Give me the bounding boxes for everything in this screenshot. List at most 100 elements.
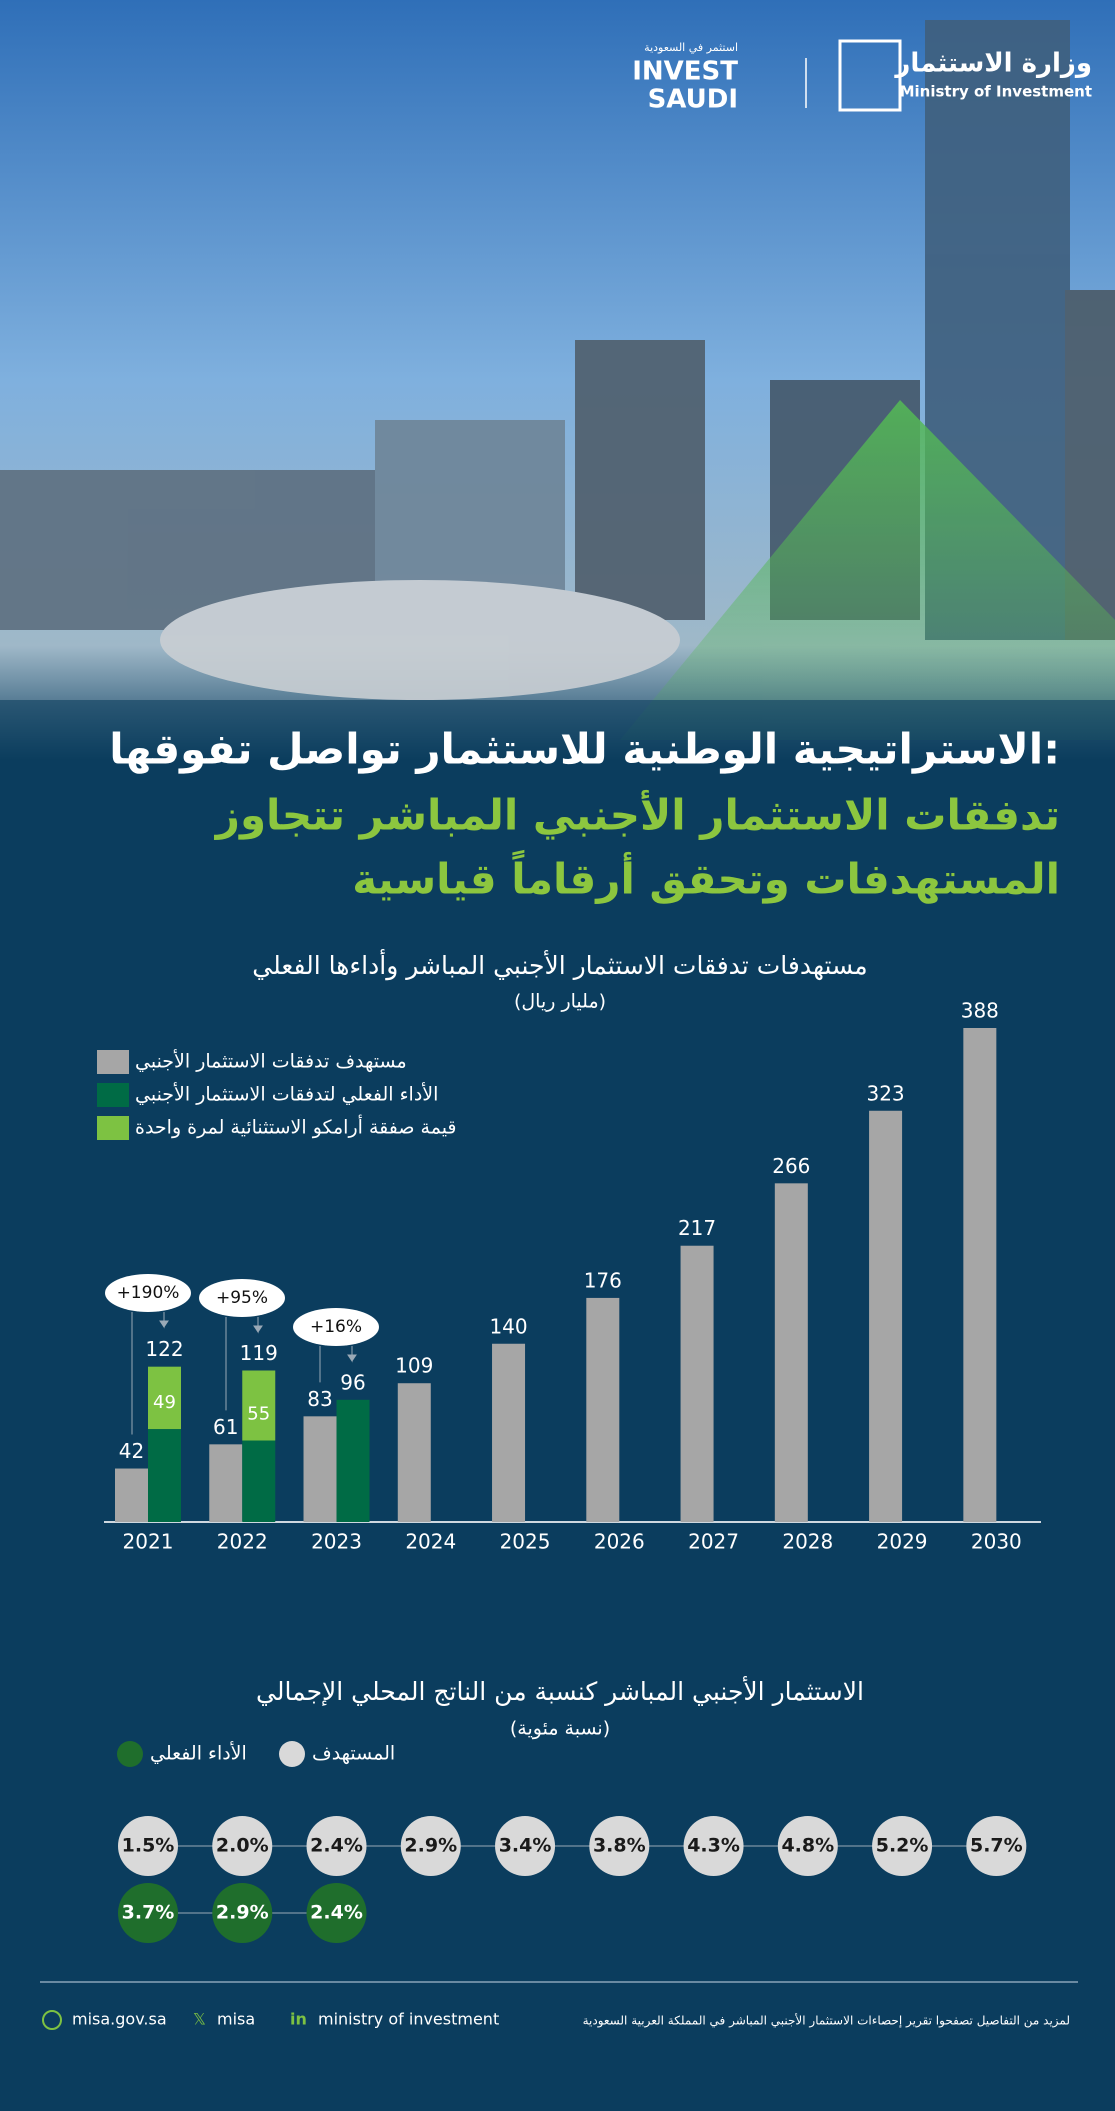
annotation-bubble: [199, 1279, 285, 1317]
dot: [118, 1883, 178, 1943]
legend-swatch: [117, 1741, 143, 1767]
annotation: +95%: [216, 1288, 268, 1308]
bar: [242, 1440, 276, 1522]
invest-logo-ar: استثمر في السعودية: [644, 41, 738, 54]
bar: [397, 1383, 431, 1522]
hero-fade: [0, 700, 1115, 760]
bar-label: 109: [395, 1354, 433, 1378]
chart-title: مستهدفات تدفقات الاستثمار الأجنبي المباش…: [252, 948, 867, 981]
x-tick-label: 2028: [782, 1530, 833, 1554]
bar: [303, 1416, 337, 1522]
invest-logo-2: SAUDI: [648, 85, 738, 115]
x-tick-label: 2026: [594, 1530, 645, 1554]
bar-label: 42: [119, 1439, 144, 1463]
legend-swatch: [279, 1741, 305, 1767]
bar: [115, 1468, 148, 1522]
bar: [209, 1444, 243, 1522]
bar: [148, 1429, 181, 1522]
x-tick-label: 2022: [217, 1530, 268, 1554]
dot-label: 4.8%: [781, 1835, 834, 1857]
dot-label: 2.9%: [404, 1835, 457, 1857]
buildings: [0, 20, 1115, 740]
x-tick-label: 2029: [877, 1530, 928, 1554]
legend-label: مستهدف تدفقات الاستثمار الأجنبي: [135, 1050, 407, 1073]
bar-label: 217: [678, 1216, 716, 1240]
in-icon: in: [290, 2010, 307, 2029]
bar-label: 61: [213, 1415, 238, 1439]
dot-label: 4.3%: [687, 1835, 740, 1857]
bar: [963, 1028, 997, 1522]
legend-label: قيمة صفقة أرامكو الاستثنائية لمرة واحدة: [135, 1115, 457, 1139]
chart-subtitle: (مليار ريال): [514, 991, 606, 1013]
logos: استثمر في السعودية INVEST SAUDI وزارة ال…: [632, 39, 1092, 115]
headline: المستهدفات وتحقق أرقاماً قياسية: [352, 849, 1060, 904]
dot-label: 1.5%: [122, 1835, 175, 1857]
invest-logo-1: INVEST: [632, 57, 738, 87]
x-tick-label: 2021: [123, 1530, 174, 1554]
dot: [400, 1816, 461, 1876]
ministry-logo-en: Ministry of Investment: [900, 83, 1092, 101]
footer-link[interactable]: ministry of investment: [318, 2010, 499, 2029]
footer: misa.gov.sa 𝕏 misa in ministry of invest…: [42, 2010, 1070, 2030]
dot: [212, 1883, 273, 1943]
legend-label: الأداء الفعلي لتدفقات الاستثمار الأجنبي: [135, 1083, 438, 1106]
dot-label: 3.7%: [122, 1902, 175, 1924]
chart-title: الاستثمار الأجنبي المباشر كنسبة من النات…: [256, 1675, 864, 1707]
dot: [118, 1816, 178, 1876]
bar-label: 266: [772, 1154, 810, 1178]
total-label: 122: [145, 1337, 183, 1361]
annotation-arrow: [159, 1312, 169, 1329]
dot: [306, 1883, 367, 1943]
dot-label: 2.0%: [216, 1835, 269, 1857]
legend-swatch: [97, 1083, 129, 1107]
dot-label: 5.7%: [970, 1835, 1023, 1857]
chart-subtitle: (نسبة مئوية): [510, 1718, 610, 1740]
dot-label: 3.4%: [499, 1835, 552, 1857]
dot: [306, 1816, 367, 1876]
legend-swatch: [97, 1050, 129, 1074]
annotation: +16%: [310, 1317, 362, 1337]
bar: [774, 1183, 808, 1522]
dot: [589, 1816, 650, 1876]
annotation-arrow: [253, 1317, 263, 1334]
bar-label: 140: [489, 1314, 527, 1338]
dot-label: 2.4%: [310, 1835, 363, 1857]
dot: [777, 1816, 838, 1876]
x-tick-label: 2025: [500, 1530, 551, 1554]
annotation: +190%: [117, 1283, 180, 1303]
bar: [586, 1297, 620, 1522]
dot: [495, 1816, 556, 1876]
ministry-logo-ar: وزارة الاستثمار: [893, 49, 1092, 79]
legend-swatch: [97, 1116, 129, 1140]
dot-label: 3.8%: [593, 1835, 646, 1857]
footer-note: لمزيد من التفاصيل تصفحوا تقرير إحصاءات ا…: [583, 2013, 1070, 2029]
legend-label: المستهدف: [312, 1743, 395, 1765]
dot-label: 2.4%: [310, 1902, 363, 1924]
dot: [212, 1816, 273, 1876]
total-label: 119: [240, 1341, 278, 1365]
bar: [242, 1370, 276, 1441]
annotation-bubble: [105, 1274, 191, 1312]
dot-label: 5.2%: [876, 1835, 929, 1857]
bar: [148, 1366, 181, 1430]
bar: [680, 1245, 714, 1522]
bar: [336, 1399, 370, 1522]
bar-label: 323: [866, 1081, 904, 1105]
segment-label: 49: [153, 1392, 176, 1413]
footer-link[interactable]: misa.gov.sa: [72, 2010, 167, 2029]
x-icon: 𝕏: [193, 2010, 206, 2029]
annotation-arrow: [347, 1346, 357, 1363]
x-tick-label: 2030: [971, 1530, 1022, 1554]
bar-label: 388: [961, 999, 999, 1023]
dot: [683, 1816, 744, 1876]
headline: تدفقات الاستثمار الأجنبي المباشر تتجاوز: [214, 790, 1060, 841]
x-tick-label: 2024: [405, 1530, 456, 1554]
bar: [869, 1110, 903, 1522]
legend-label: الأداء الفعلي: [150, 1742, 247, 1765]
x-tick-label: 2023: [311, 1530, 362, 1554]
bar-label: 83: [307, 1387, 332, 1411]
footer-link[interactable]: misa: [217, 2010, 255, 2029]
annotation-bubble: [293, 1308, 379, 1346]
dot: [872, 1816, 933, 1876]
